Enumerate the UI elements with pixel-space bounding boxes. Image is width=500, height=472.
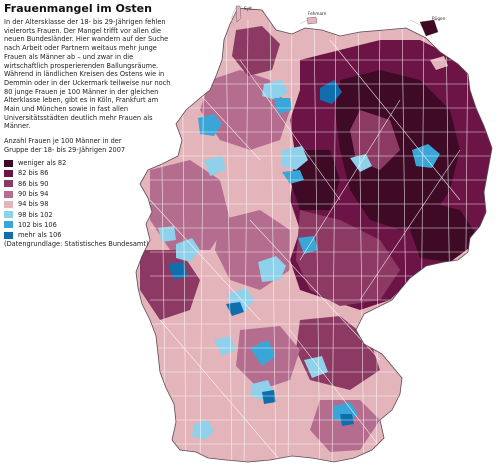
city-districts: [158, 56, 448, 440]
legend-item: 86 bis 90: [4, 179, 66, 189]
legend-label: 82 bis 86: [18, 169, 49, 178]
islands: [235, 5, 439, 37]
legend-label: 90 bis 94: [18, 190, 49, 199]
place-label-sylt: Sylt: [244, 6, 252, 11]
legend-item: weniger als 82: [4, 158, 66, 168]
legend-swatch: [4, 231, 13, 239]
legend-item: 90 bis 94: [4, 189, 66, 199]
legend-swatch: [4, 180, 13, 188]
legend-swatch: [4, 200, 13, 208]
legend-item: 98 bis 102: [4, 209, 66, 219]
legend-swatch: [4, 211, 13, 219]
data-source-note: (Datengrundlage: Statistisches Bundesamt…: [4, 240, 149, 248]
place-label-ruegen: Rügen: [432, 16, 446, 21]
legend-label: 86 bis 90: [18, 179, 49, 188]
legend-swatch: [4, 190, 13, 198]
map-title: Frauenmangel im Osten: [4, 2, 152, 15]
legend-swatch: [4, 221, 13, 229]
legend-label: mehr als 106: [18, 231, 62, 240]
legend-item: mehr als 106: [4, 230, 66, 240]
legend-label: weniger als 82: [18, 159, 67, 168]
intro-text: In der Altersklasse der 18- bis 29-Jähri…: [4, 18, 171, 131]
district-boundaries: [149, 19, 490, 462]
legend-label: 102 bis 106: [18, 220, 57, 229]
legend-label: 94 bis 98: [18, 200, 49, 209]
legend-swatch: [4, 169, 13, 177]
legend-item: 82 bis 86: [4, 168, 66, 178]
legend-item: 102 bis 106: [4, 220, 66, 230]
legend-item: 94 bis 98: [4, 199, 66, 209]
legend-caption: Anzahl Frauen je 100 Männer in der Grupp…: [4, 137, 126, 154]
place-label-fehmarn: Fehmarn: [308, 11, 327, 16]
legend-swatch: [4, 159, 13, 167]
legend-label: 98 bis 102: [18, 210, 53, 219]
legend: weniger als 82 82 bis 86 86 bis 90 90 bi…: [4, 158, 66, 240]
